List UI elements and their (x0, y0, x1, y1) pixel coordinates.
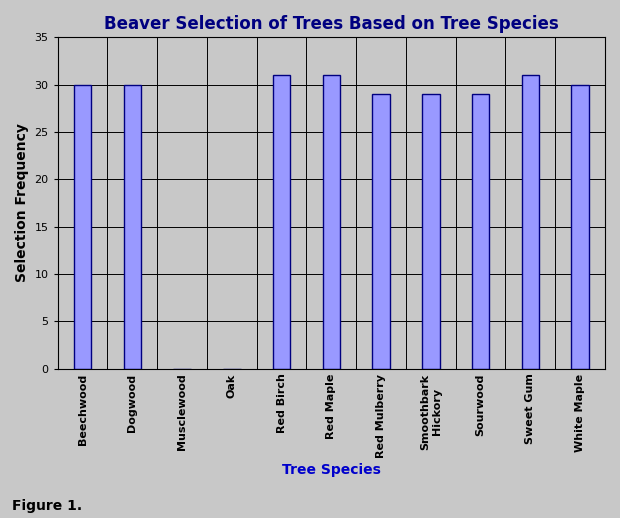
Bar (123, 84, 141, 369)
Bar (422, 94, 440, 369)
Y-axis label: Selection Frequency: Selection Frequency (15, 124, 29, 282)
Title: Beaver Selection of Trees Based on Tree Species: Beaver Selection of Trees Based on Tree … (104, 15, 559, 33)
Bar (521, 75, 539, 369)
Bar (373, 94, 390, 369)
X-axis label: Tree Species: Tree Species (282, 463, 381, 477)
Bar (322, 75, 340, 369)
Bar (472, 94, 489, 369)
Bar (74, 84, 91, 369)
Bar (273, 75, 290, 369)
Text: Figure 1.: Figure 1. (12, 499, 82, 513)
Bar (572, 84, 589, 369)
